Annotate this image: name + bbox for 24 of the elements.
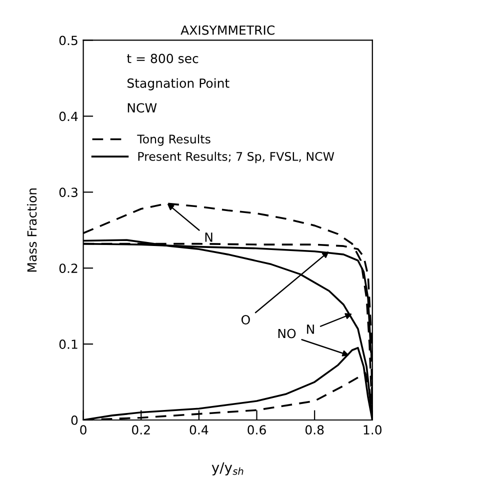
x-tick-label: 0.4 [190,425,208,435]
x-tick-label: 0.8 [305,425,324,435]
x-tick-label: 0 [80,425,86,435]
x-axis-title: y/y$_{sh}$ [212,462,244,476]
annotation: NCW [128,103,157,113]
y-axis-title: Mass Fraction [27,188,37,272]
y-tick-label: 0.1 [59,340,78,349]
y-tick-label: 0.2 [59,264,78,274]
legend-label: Tong Results [137,134,210,146]
x-tick-label: 0.6 [248,425,266,435]
y-tick-label: 0 [71,415,78,425]
annotation: t = 800 sec [127,54,198,64]
annotation: Stagnation Point [127,78,230,90]
annotation: O [241,315,250,324]
y-tick-label: 0.3 [59,188,78,198]
x-tick-label: 1.0 [364,425,382,435]
annotation: N [205,232,212,242]
chart-title: AXISYMMETRIC [180,25,274,35]
y-tick-label: 0.4 [59,112,78,122]
annotation: NO [278,328,296,338]
y-tick-label: 0.5 [59,36,78,46]
legend-label: Present Results; 7 Sp, FVSL, NCW [138,152,334,164]
annotation: N [307,324,314,334]
x-tick-label: 0.2 [132,425,150,435]
